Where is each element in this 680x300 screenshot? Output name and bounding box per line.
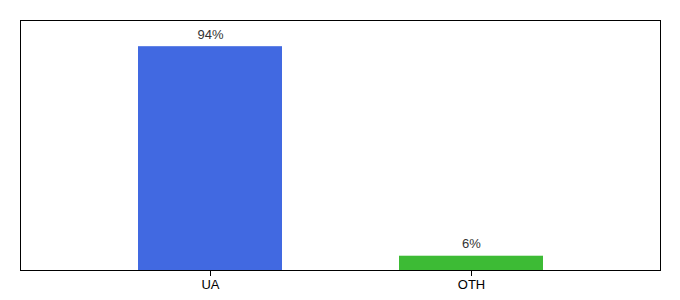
svg-text:UA: UA: [201, 277, 219, 292]
svg-text:OTH: OTH: [458, 277, 485, 292]
svg-text:94%: 94%: [197, 27, 223, 42]
svg-text:6%: 6%: [462, 236, 481, 251]
